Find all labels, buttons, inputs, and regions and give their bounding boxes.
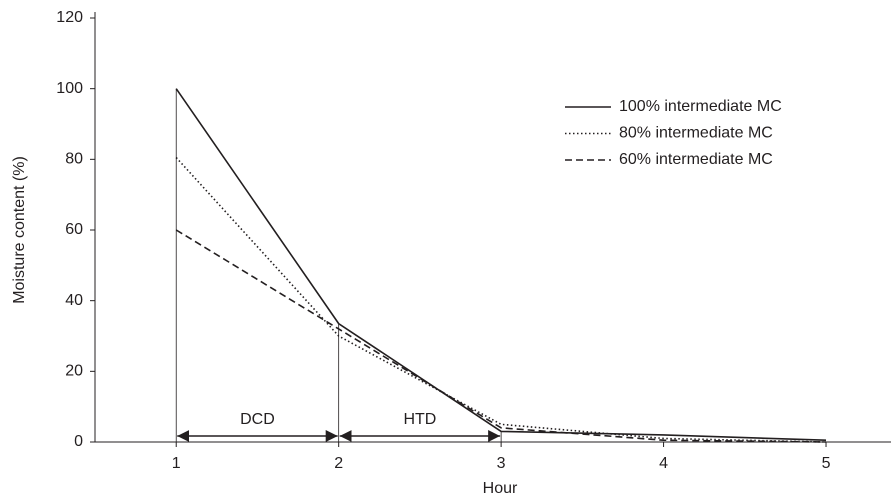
- legend-label: 100% intermediate MC: [619, 98, 782, 115]
- series-line: [175, 88, 827, 442]
- x-tick-label: 3: [497, 455, 506, 472]
- series-line: [175, 229, 827, 443]
- x-axis-label: Hour: [483, 480, 518, 497]
- x-tick-label: 5: [822, 455, 831, 472]
- phase-label: DCD: [240, 411, 275, 428]
- x-tick-label: 2: [334, 455, 343, 472]
- y-axis-label: Moisture content (%): [11, 156, 28, 304]
- legend-label: 80% intermediate MC: [619, 125, 773, 142]
- series-line: [175, 157, 827, 443]
- y-tick-label: 20: [65, 363, 83, 380]
- y-tick-label: 120: [56, 9, 83, 26]
- y-tick-label: 40: [65, 292, 83, 309]
- y-tick-label: 60: [65, 221, 83, 238]
- phase-label: HTD: [403, 411, 436, 428]
- x-tick-label: 4: [659, 455, 668, 472]
- y-tick-label: 0: [74, 433, 83, 450]
- legend-label: 60% intermediate MC: [619, 151, 773, 168]
- x-tick-label: 1: [172, 455, 181, 472]
- y-tick-label: 80: [65, 151, 83, 168]
- y-tick-label: 100: [56, 80, 83, 97]
